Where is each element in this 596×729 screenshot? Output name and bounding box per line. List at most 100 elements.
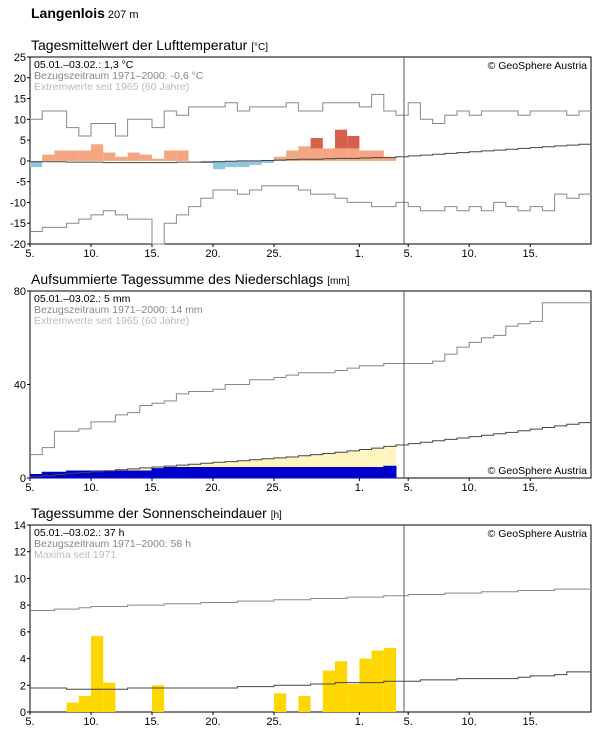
temperature-bar-upper bbox=[310, 138, 323, 149]
sunshine-bar bbox=[322, 670, 335, 712]
temperature-y-tick-label: 25 bbox=[14, 52, 26, 64]
temperature-y-tick-label: -15 bbox=[10, 218, 26, 230]
temperature-x-tick-label: 25. bbox=[266, 248, 281, 260]
precipitation-x-tick-label: 5. bbox=[25, 482, 34, 494]
temperature-y-tick-label: 10 bbox=[14, 114, 26, 126]
temperature-bar bbox=[274, 156, 287, 161]
temperature-y-tick-label: 5 bbox=[20, 135, 26, 147]
precipitation-y-tick-label: 0 bbox=[20, 473, 26, 485]
temperature-bar bbox=[347, 148, 360, 161]
station-name: Langenlois bbox=[31, 5, 105, 21]
sunshine-y-tick-label: 0 bbox=[20, 707, 26, 719]
temperature-info-line: Bezugszeitraum 1971–2000: -0,6 °C bbox=[34, 70, 204, 82]
temperature-x-tick-label: 15. bbox=[523, 248, 538, 260]
sunshine-copyright: © GeoSphere Austria bbox=[488, 528, 588, 540]
sunshine-y-tick-label: 14 bbox=[14, 520, 26, 532]
precipitation-info-line: Bezugszeitraum 1971–2000: 14 mm bbox=[34, 304, 203, 316]
sunshine-y-tick-label: 10 bbox=[14, 573, 26, 585]
temperature-info-line: Extremwerte seit 1965 (60 Jahre) bbox=[34, 81, 189, 93]
sunshine-x-tick-label: 5. bbox=[404, 716, 413, 728]
sunshine-x-tick-label: 20. bbox=[205, 716, 220, 728]
temperature-bar bbox=[322, 148, 335, 161]
sunshine-bar bbox=[103, 682, 116, 712]
temperature-bar bbox=[383, 156, 396, 161]
temperature-y-tick-label: 15 bbox=[14, 94, 26, 106]
sunshine-bar bbox=[359, 658, 372, 712]
temperature-bar bbox=[261, 160, 274, 163]
temperature-y-tick-label: 20 bbox=[14, 73, 26, 85]
precipitation-x-tick-label: 10. bbox=[83, 482, 98, 494]
sunshine-bar bbox=[347, 683, 360, 712]
precipitation-x-tick-label: 15. bbox=[144, 482, 159, 494]
precipitation-reference-line bbox=[30, 422, 592, 478]
temperature-bar bbox=[359, 150, 372, 161]
sunshine-chart-title: Tagessumme der Sonnenscheindauer [h] bbox=[31, 505, 282, 521]
temperature-bar bbox=[54, 150, 67, 161]
temperature-x-tick-label: 10. bbox=[462, 248, 477, 260]
temperature-bar bbox=[310, 148, 323, 161]
temperature-bar bbox=[127, 152, 140, 161]
sunshine-info-line: Bezugszeitraum 1971–2000: 58 h bbox=[34, 538, 191, 550]
sunshine-x-tick-label: 25. bbox=[266, 716, 281, 728]
sunshine-x-tick-label: 15. bbox=[144, 716, 159, 728]
precipitation-y-tick-label: 40 bbox=[14, 380, 26, 392]
temperature-reference-line bbox=[30, 143, 592, 164]
temperature-bar bbox=[42, 154, 55, 161]
temperature-y-tick-label: -20 bbox=[10, 239, 26, 251]
precipitation-chart-title: Aufsummierte Tagessumme des Niederschlag… bbox=[31, 271, 349, 287]
temperature-y-tick-label: 0 bbox=[20, 156, 26, 168]
temperature-bar-upper bbox=[347, 135, 360, 149]
temperature-bar-upper bbox=[298, 146, 311, 149]
precipitation-current-area bbox=[29, 465, 397, 479]
sunshine-unit: [h] bbox=[270, 510, 282, 521]
sunshine-maximum-line bbox=[30, 588, 592, 611]
sunshine-bar bbox=[335, 661, 348, 712]
temperature-bar-upper bbox=[91, 144, 104, 149]
precipitation-unit: [mm] bbox=[327, 276, 350, 287]
precipitation-x-tick-label: 10. bbox=[462, 482, 477, 494]
sunshine-bar bbox=[371, 650, 384, 712]
temperature-bar bbox=[249, 160, 262, 166]
sunshine-bar bbox=[78, 695, 91, 712]
precipitation-copyright: © GeoSphere Austria bbox=[488, 465, 588, 477]
precipitation-x-tick-label: 15. bbox=[523, 482, 538, 494]
temperature-unit: [°C] bbox=[251, 42, 268, 53]
precipitation-info-line: 05.01.–03.02.: 5 mm bbox=[34, 293, 131, 305]
temperature-bar bbox=[213, 160, 226, 170]
precipitation-x-tick-label: 25. bbox=[266, 482, 281, 494]
temperature-bar bbox=[371, 150, 384, 161]
temperature-extreme-max-line bbox=[30, 93, 592, 137]
temperature-bar bbox=[335, 148, 348, 161]
sunshine-info-line: Maxima seit 1971 bbox=[34, 549, 116, 561]
temperature-title-text: Tagesmittelwert der Lufttemperatur bbox=[31, 37, 248, 53]
temperature-x-tick-label: 5. bbox=[404, 248, 413, 260]
temperature-bar bbox=[164, 150, 177, 161]
temperature-chart-title: Tagesmittelwert der Lufttemperatur [°C] bbox=[31, 37, 268, 53]
temperature-info-line: 05.01.–03.02.: 1,3 °C bbox=[34, 59, 134, 71]
precipitation-extreme-max-line bbox=[30, 302, 592, 456]
sunshine-bar bbox=[298, 695, 311, 712]
temperature-x-tick-label: 15. bbox=[144, 248, 159, 260]
temperature-bar bbox=[66, 150, 79, 161]
sunshine-info-line: 05.01.–03.02.: 37 h bbox=[34, 527, 125, 539]
sunshine-bar bbox=[274, 693, 287, 712]
sunshine-y-tick-label: 2 bbox=[20, 680, 26, 692]
sunshine-bar bbox=[383, 647, 396, 712]
temperature-bar bbox=[91, 148, 104, 161]
temperature-bar bbox=[152, 158, 165, 161]
temperature-x-tick-label: 10. bbox=[83, 248, 98, 260]
temperature-bar bbox=[176, 150, 189, 161]
temperature-x-tick-label: 5. bbox=[25, 248, 34, 260]
precipitation-x-tick-label: 1. bbox=[355, 482, 364, 494]
sunshine-reference-line bbox=[30, 671, 592, 690]
precipitation-x-tick-label: 5. bbox=[404, 482, 413, 494]
sunshine-x-tick-label: 10. bbox=[83, 716, 98, 728]
temperature-bar bbox=[30, 160, 43, 168]
sunshine-bar bbox=[91, 635, 104, 712]
precipitation-y-tick-label: 80 bbox=[14, 286, 26, 298]
temperature-y-tick-label: -5 bbox=[16, 177, 26, 189]
station-altitude: 207 m bbox=[107, 9, 139, 21]
temperature-bar bbox=[139, 154, 152, 161]
temperature-x-tick-label: 20. bbox=[205, 248, 220, 260]
